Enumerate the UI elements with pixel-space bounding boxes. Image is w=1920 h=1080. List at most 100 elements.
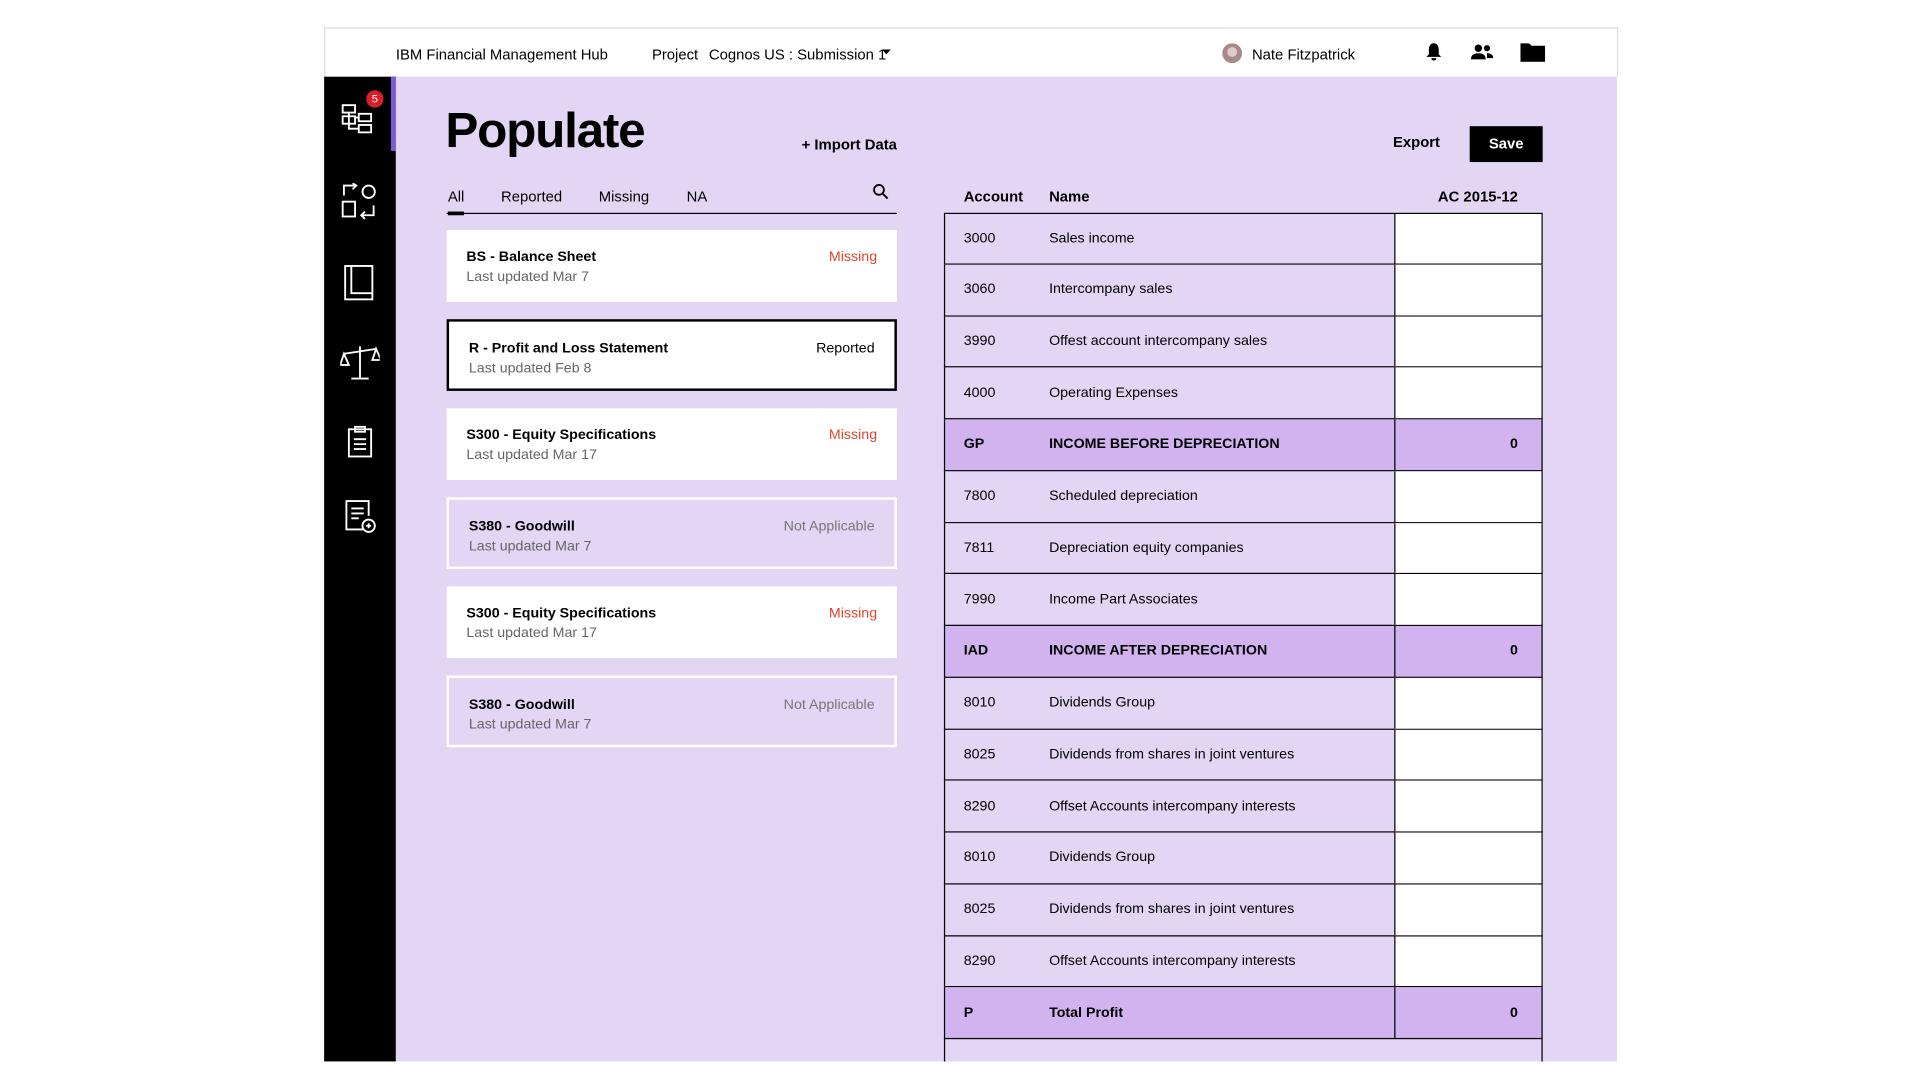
account-cell: 8025 xyxy=(963,747,996,762)
report-card[interactable]: S380 - Goodwill Last updated Mar 7 Not App… xyxy=(446,497,897,570)
amount-cell: 0 xyxy=(1510,437,1518,453)
table-row: 8290 Offset Accounts intercompany interes… xyxy=(943,935,1543,988)
table-row: 8010 Dividends Group xyxy=(943,832,1543,885)
card-updated: Last updated Mar 7 xyxy=(468,717,592,733)
table-row: 8025 Dividends from shares in joint ventu… xyxy=(943,884,1543,936)
report-card[interactable]: BS - Balance Sheet Last updated Mar 7 Miss… xyxy=(446,230,897,302)
name-cell: INCOME AFTER DEPRECIATION xyxy=(1049,643,1268,659)
value-cell[interactable] xyxy=(1394,884,1542,935)
account-cell: 8290 xyxy=(963,798,996,814)
search-icon[interactable] xyxy=(872,183,889,200)
name-cell: Offset Accounts intercompany interests xyxy=(1049,953,1296,969)
value-cell[interactable] xyxy=(1394,677,1542,729)
user-name[interactable]: Nate Fitzpatrick xyxy=(1251,45,1356,64)
table-row: 7990 Income Part Associates xyxy=(943,574,1543,626)
card-title: BS - Balance Sheet xyxy=(466,249,597,265)
total-row: GP INCOME BEFORE DEPRECIATION 0 xyxy=(943,419,1543,472)
name-cell: INCOME BEFORE DEPRECIATION xyxy=(1049,437,1280,453)
account-cell: 8010 xyxy=(963,850,996,866)
tab[interactable]: All xyxy=(447,188,465,216)
table-row: 7800 Scheduled depreciation xyxy=(943,471,1543,523)
name-cell: Scheduled depreciation xyxy=(1049,488,1198,504)
account-cell: 7800 xyxy=(963,488,996,504)
name-cell: Dividends Group xyxy=(1049,695,1156,711)
report-card[interactable]: S300 - Equity Specifications Last updated… xyxy=(446,408,897,480)
table-row: 8010 Dividends Group xyxy=(943,677,1543,730)
tab[interactable]: Reported xyxy=(501,188,563,206)
card-updated: Last updated Mar 17 xyxy=(466,447,597,463)
value-cell[interactable] xyxy=(1394,264,1542,315)
export-button[interactable]: Export xyxy=(1392,133,1441,151)
name-cell: Offest account intercompany sales xyxy=(1049,333,1268,349)
amount-cell: 0 xyxy=(1510,1005,1518,1021)
nav-icon-clipboard[interactable] xyxy=(347,425,375,458)
caret xyxy=(882,49,891,55)
card-title: R - Profit and Loss Statement xyxy=(468,341,669,357)
report-card[interactable]: S300 - Equity Specifications Last updated… xyxy=(446,586,897,659)
account-cell: 7990 xyxy=(963,592,996,607)
value-cell[interactable] xyxy=(1394,367,1542,419)
account-cell: 7811 xyxy=(963,540,995,556)
nav-icon-hierarchy[interactable] xyxy=(341,99,378,136)
save-button[interactable]: Save xyxy=(1469,126,1543,163)
name-cell: Intercompany sales xyxy=(1049,282,1173,298)
name-cell: Income Part Associates xyxy=(1049,592,1198,607)
project-selector[interactable]: Cognos US : Submission 1 xyxy=(708,45,887,64)
cell-divider xyxy=(1394,419,1396,470)
total-row: P Total Profit 0 xyxy=(943,987,1543,1040)
value-cell[interactable] xyxy=(1394,316,1542,367)
nav-icon-book[interactable] xyxy=(344,265,376,302)
card-status: Reported xyxy=(816,341,875,357)
value-cell[interactable] xyxy=(1394,780,1542,832)
value-cell[interactable] xyxy=(1394,214,1542,264)
table-row: 7811 Depreciation equity companies xyxy=(943,522,1543,575)
report-card[interactable]: S380 - Goodwill Last updated Mar 7 Not App… xyxy=(446,675,897,748)
card-status: Not Applicable xyxy=(783,519,875,535)
account-cell: IAD xyxy=(963,643,989,659)
value-cell[interactable] xyxy=(1394,574,1542,625)
notification-badge: 5 xyxy=(366,90,384,108)
total-row: IAD INCOME AFTER DEPRECIATION 0 xyxy=(943,625,1543,678)
card-updated: Last updated Mar 7 xyxy=(468,539,592,555)
value-cell[interactable] xyxy=(1394,935,1542,987)
account-cell: P xyxy=(963,1005,974,1021)
cell-divider xyxy=(1394,987,1396,1038)
value-cell[interactable] xyxy=(1394,471,1542,522)
nav-icon-transfer[interactable] xyxy=(341,183,378,220)
account-cell: 8025 xyxy=(963,902,996,917)
tab[interactable]: NA xyxy=(686,188,708,206)
column-header: Name xyxy=(1049,188,1090,206)
name-cell: Dividends from shares in joint ventures xyxy=(1049,747,1295,762)
product-name[interactable]: IBM Financial Management Hub xyxy=(395,45,608,64)
name-cell: Depreciation equity companies xyxy=(1049,540,1244,556)
notifications-icon[interactable] xyxy=(1425,42,1442,62)
import-data-button[interactable]: + Import Data xyxy=(801,136,897,154)
nav-icon-balance[interactable] xyxy=(340,344,380,381)
avatar[interactable] xyxy=(1222,43,1243,64)
table-row: 3990 Offest account intercompany sales xyxy=(943,316,1543,368)
card-title: S300 - Equity Specifications xyxy=(466,606,657,622)
account-cell: 3990 xyxy=(963,333,996,349)
top-bar: IBM Financial Management Hub Project Cog… xyxy=(324,27,1619,77)
tab[interactable]: Missing xyxy=(598,188,650,206)
folder-icon[interactable] xyxy=(1520,43,1546,62)
account-cell: 3000 xyxy=(963,231,996,247)
amount-cell: 0 xyxy=(1510,643,1518,659)
card-status: Not Applicable xyxy=(783,697,875,713)
value-cell[interactable] xyxy=(1394,729,1542,780)
card-status: Missing xyxy=(828,606,878,622)
users-icon[interactable] xyxy=(1470,43,1494,60)
table-row: 3060 Intercompany sales xyxy=(943,264,1543,317)
value-cell[interactable] xyxy=(1394,832,1542,883)
account-cell: 4000 xyxy=(963,385,996,401)
cell-divider xyxy=(1394,625,1396,677)
account-cell: GP xyxy=(963,437,985,453)
value-cell[interactable] xyxy=(1394,522,1542,574)
project-label: Project xyxy=(651,45,699,64)
name-cell: Sales income xyxy=(1049,231,1135,247)
report-card[interactable]: R - Profit and Loss Statement Last update… xyxy=(446,319,897,391)
card-status: Missing xyxy=(828,428,878,443)
tab-bar: All Reported Missing NA xyxy=(446,188,897,216)
nav-icon-report[interactable] xyxy=(345,500,377,535)
